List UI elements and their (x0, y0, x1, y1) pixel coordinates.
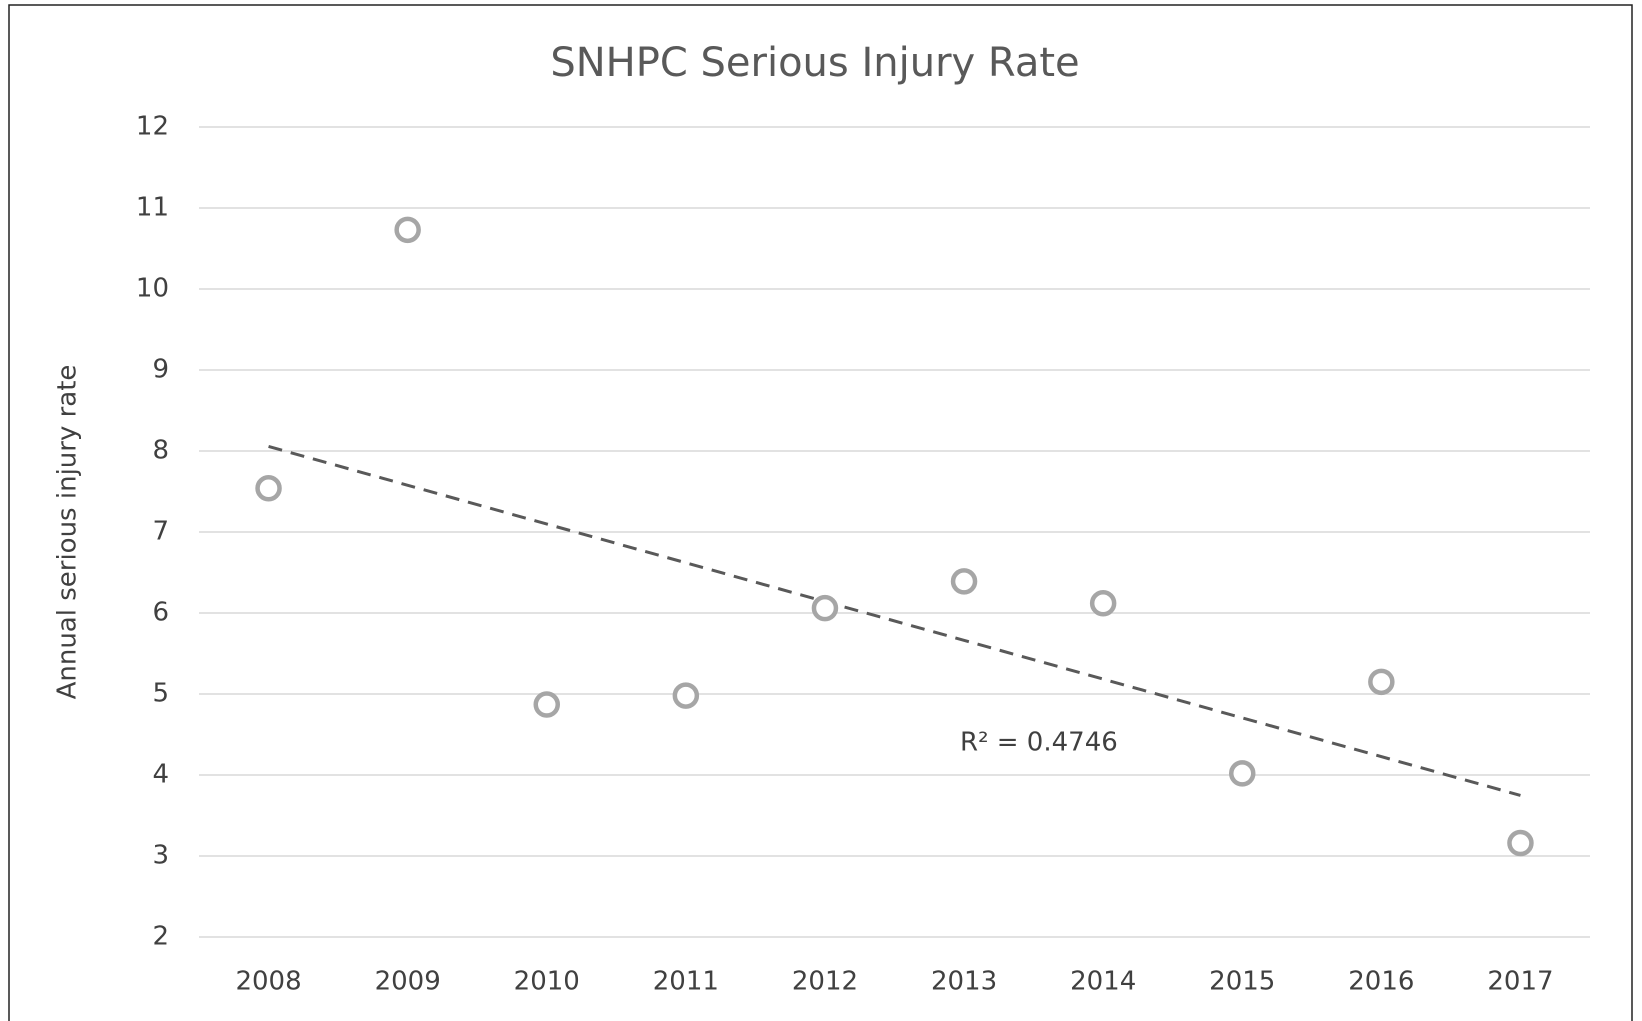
data-point (1089, 590, 1117, 617)
y-tick-label: 9 (152, 355, 169, 385)
x-tick-label: 2014 (1070, 967, 1136, 997)
x-tick-label: 2010 (514, 967, 580, 997)
data-point (394, 216, 421, 244)
y-tick-label: 5 (152, 679, 169, 709)
data-point (1507, 829, 1534, 857)
data-point (950, 568, 978, 595)
x-tick-label: 2008 (235, 967, 301, 997)
y-tick-label: 11 (136, 193, 169, 223)
data-point (533, 691, 560, 718)
y-tick-label: 10 (136, 274, 169, 304)
data-point (672, 682, 700, 709)
x-tick-label: 2011 (653, 967, 719, 997)
y-tick-label: 7 (152, 517, 169, 547)
data-point (255, 475, 282, 502)
data-point (1368, 668, 1395, 696)
x-tick-label: 2012 (792, 967, 858, 997)
x-tick-label: 2016 (1348, 967, 1414, 997)
chart-title: SNHPC Serious Injury Rate (550, 40, 1079, 86)
x-tick-label: 2013 (931, 967, 997, 997)
y-tick-label: 4 (152, 760, 169, 790)
x-tick-label: 2015 (1209, 967, 1275, 997)
y-tick-label: 3 (152, 841, 169, 871)
y-tick-label: 8 (152, 436, 169, 466)
chart-border (8, 4, 1633, 1021)
trendline-annotation: R² = 0.4746 (960, 728, 1118, 758)
data-point (811, 594, 839, 622)
y-axis-label: Annual serious injury rate (53, 365, 83, 700)
trendline (268, 445, 1521, 797)
data-point (1229, 760, 1256, 787)
x-tick-label: 2017 (1487, 967, 1553, 997)
x-tick-label: 2009 (375, 967, 441, 997)
y-tick-label: 6 (152, 598, 169, 628)
y-tick-label: 12 (136, 112, 169, 142)
y-tick-label: 2 (152, 922, 169, 952)
